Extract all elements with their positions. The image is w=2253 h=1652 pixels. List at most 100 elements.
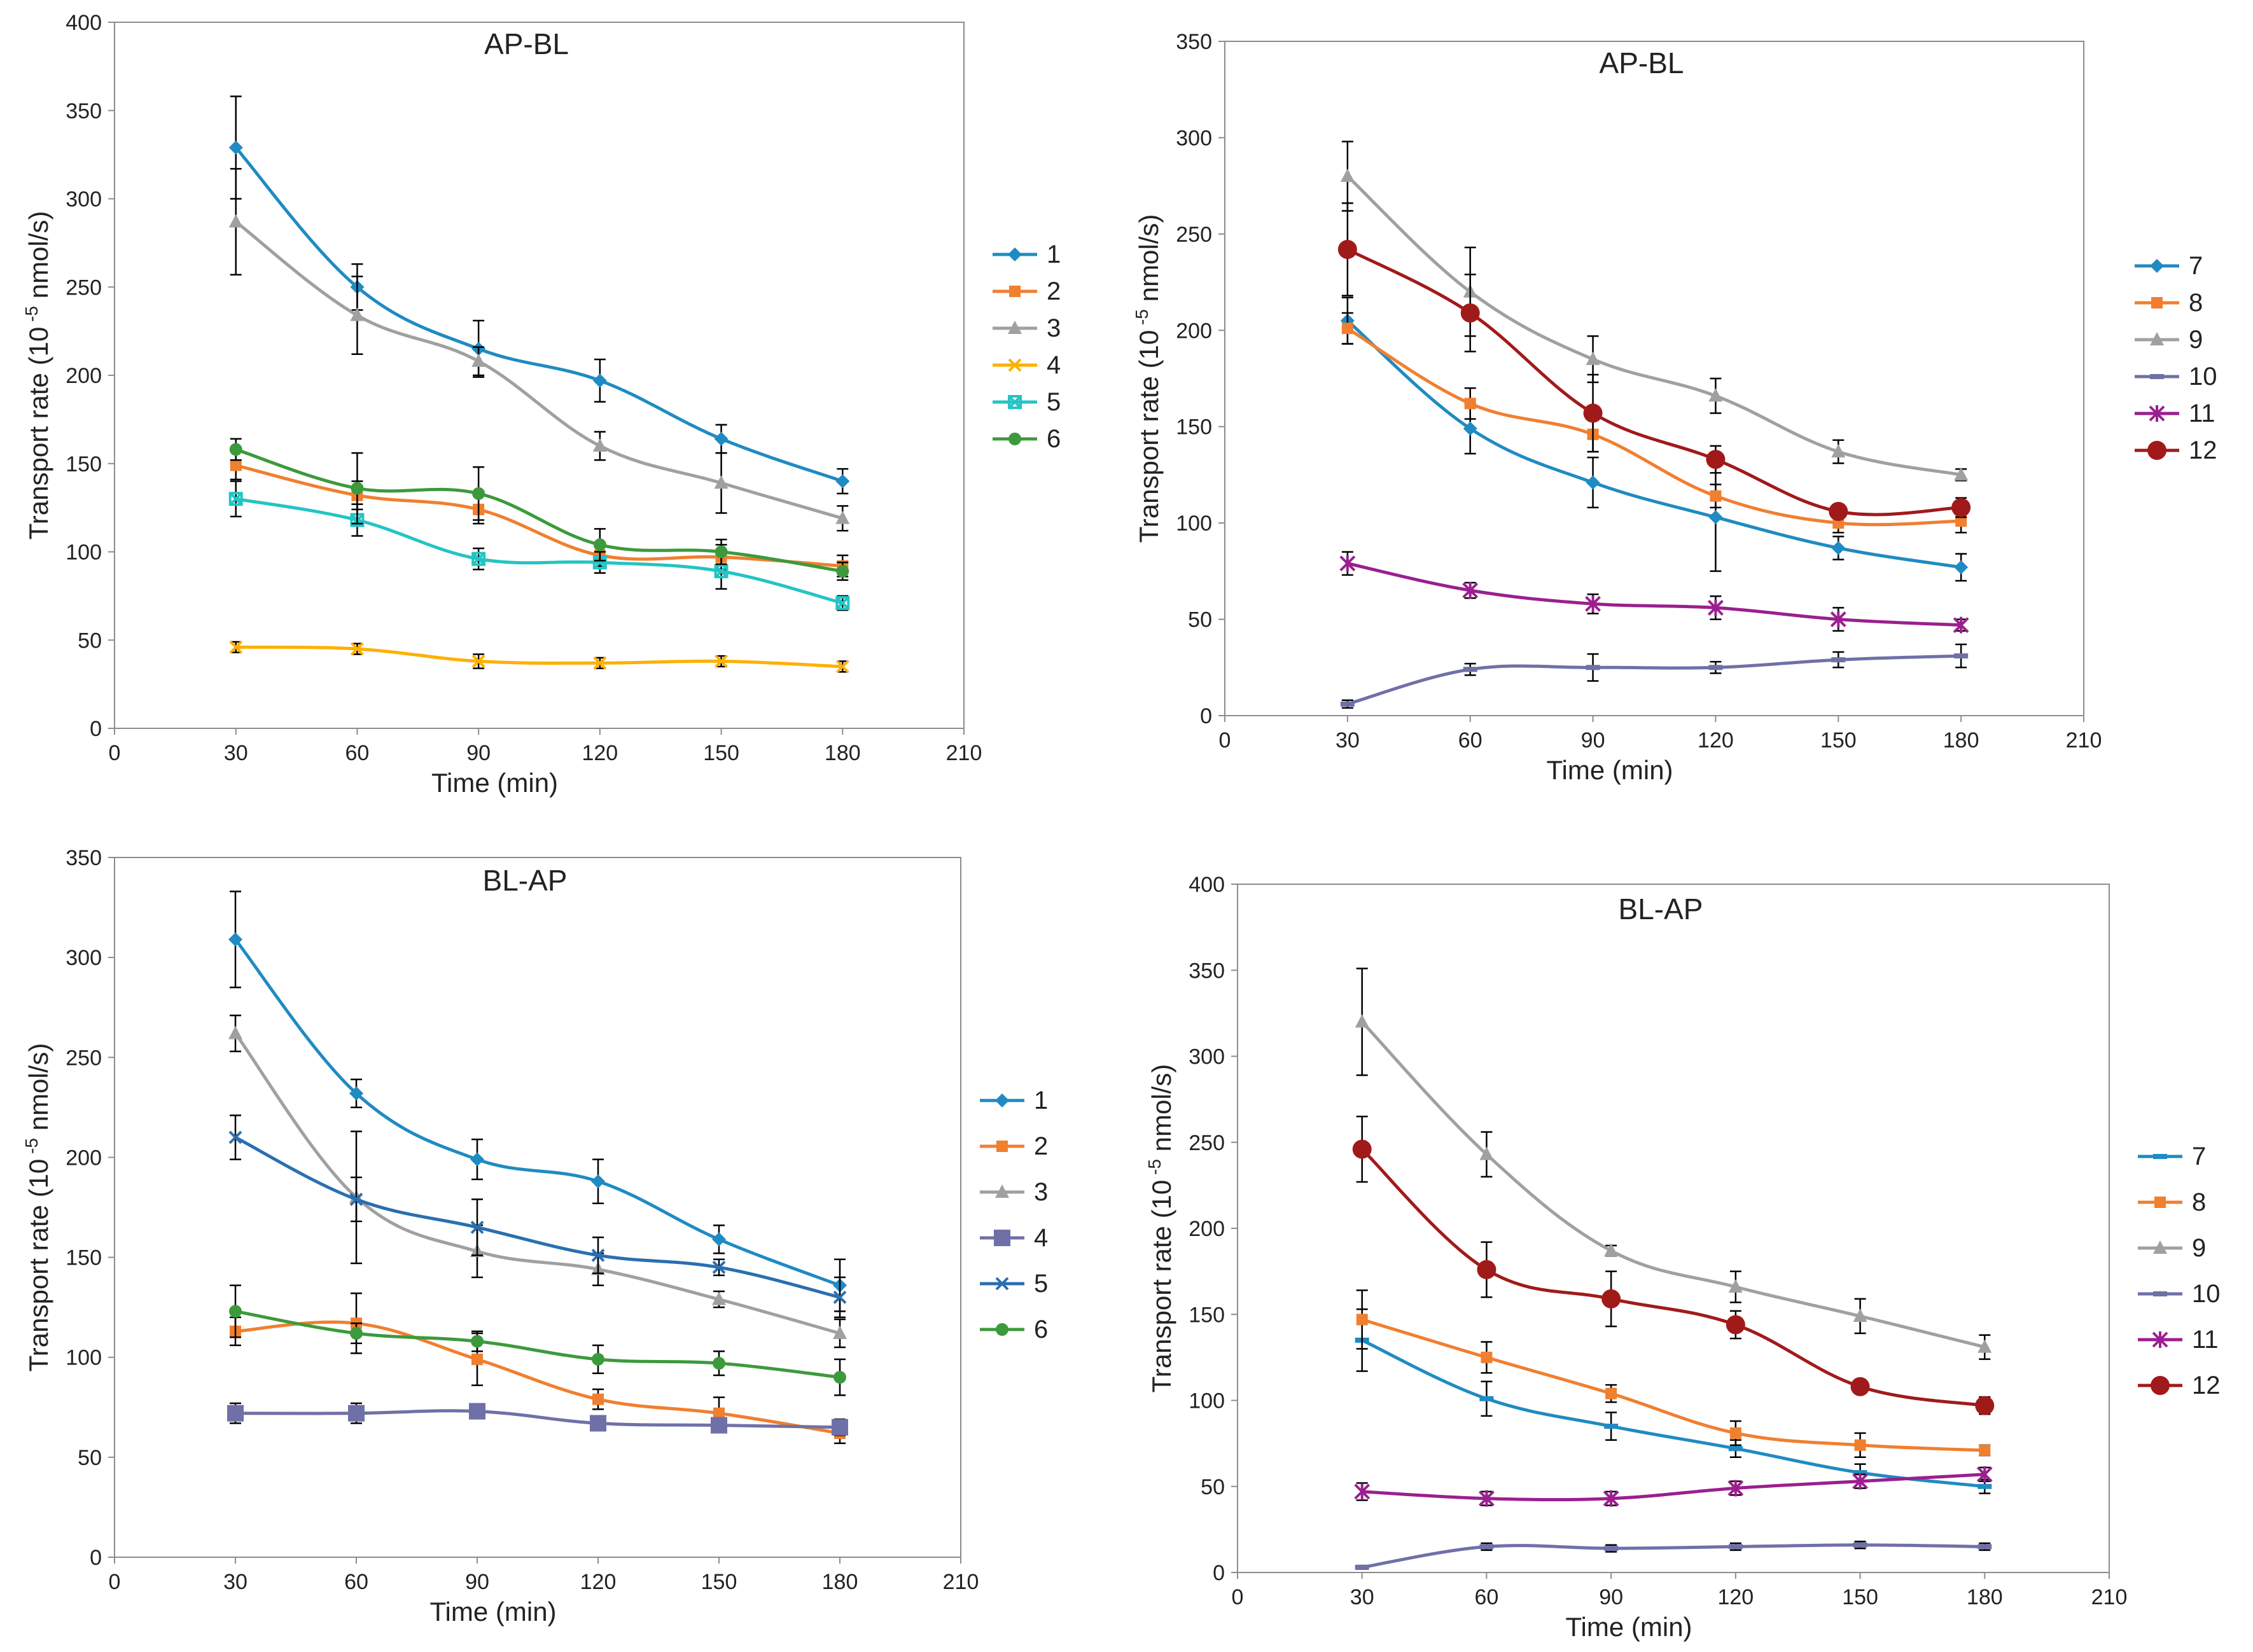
y-axis-label-exponent: -5 — [1132, 309, 1152, 330]
data-point — [1954, 653, 1969, 659]
x-axis-label: Time (min) — [429, 1597, 556, 1627]
legend-marker — [2149, 405, 2165, 422]
y-axis-label: Transport rate (10 -5 nmol/s) — [22, 211, 53, 540]
data-point — [1829, 501, 1848, 521]
chart-panel-2: 0 50 100 150 200 250 300 350 0 30 60 90 120 150 180 210… — [1132, 30, 2217, 785]
series-10 — [1340, 643, 1969, 709]
data-point — [1977, 1544, 1992, 1550]
y-tick-label: 350 — [66, 99, 102, 123]
data-point — [833, 1326, 847, 1339]
legend-item-8: 8 — [2138, 1188, 2206, 1216]
data-point — [1729, 1427, 1741, 1439]
series-8 — [1356, 1289, 1991, 1459]
x-tick-label: 60 — [1458, 728, 1482, 753]
legend-marker — [1008, 321, 1022, 334]
legend-item-3: 3 — [980, 1178, 1048, 1206]
y-axis-label-exponent: -5 — [1145, 1159, 1164, 1180]
legend-item-6: 6 — [993, 425, 1061, 453]
legend-item-6: 6 — [980, 1315, 1048, 1343]
data-point — [230, 459, 242, 471]
y-axis-label-suffix: nmol/s) — [1134, 214, 1164, 309]
legend-label: 7 — [2189, 252, 2203, 280]
data-point — [832, 1419, 848, 1436]
x-tick-label: 180 — [1943, 728, 1979, 753]
legend-item-5: 5 — [980, 1270, 1048, 1298]
data-point — [1850, 1377, 1870, 1396]
series-line — [1362, 1543, 1985, 1569]
series-line — [235, 448, 843, 573]
legend-label: 12 — [2189, 436, 2217, 464]
data-point — [1954, 560, 1969, 574]
legend-item-11: 11 — [2135, 399, 2215, 427]
data-point — [1977, 1483, 1992, 1489]
legend-marker — [1008, 395, 1022, 409]
x-axis-label: Time (min) — [1546, 755, 1673, 785]
legend-item-5: 5 — [993, 388, 1061, 416]
data-point — [469, 1403, 485, 1420]
y-axis-label-prefix: Transport rate (10 — [24, 327, 53, 540]
legend-item-3: 3 — [993, 314, 1061, 342]
y-tick-label: 400 — [1189, 873, 1225, 897]
y-tick-label: 150 — [66, 452, 102, 476]
data-point — [714, 431, 729, 446]
chart-title: AP-BL — [484, 27, 569, 60]
series-1 — [228, 891, 847, 1312]
x-tick-label: 90 — [465, 1570, 489, 1594]
legend-label: 6 — [1047, 425, 1061, 453]
legend-label: 12 — [2192, 1371, 2221, 1399]
y-tick-label: 100 — [66, 1346, 102, 1370]
data-point — [835, 474, 850, 489]
legend-marker — [995, 1184, 1009, 1198]
legend-item-12: 12 — [2138, 1371, 2221, 1399]
data-point — [470, 1152, 484, 1167]
data-point — [1708, 599, 1724, 616]
legend-label: 7 — [2192, 1142, 2206, 1170]
data-point — [1852, 1473, 1868, 1490]
y-axis-label-exponent: -5 — [22, 1138, 41, 1159]
series-3 — [228, 168, 850, 532]
y-tick-label: 200 — [66, 1146, 102, 1170]
series-2 — [230, 1292, 846, 1445]
series-line — [235, 220, 843, 520]
data-point — [472, 487, 485, 500]
series-6 — [229, 438, 849, 581]
data-point — [835, 660, 849, 674]
data-point — [1975, 1396, 1995, 1415]
legend-item-7: 7 — [2138, 1142, 2206, 1170]
legend-marker — [2147, 441, 2166, 460]
chart-panel-1: 0 50 100 150 200 250 300 350 400 0 30 60 90 120 150 180… — [22, 11, 1061, 798]
data-point — [835, 595, 850, 610]
data-point — [229, 1305, 242, 1318]
series-5 — [228, 480, 850, 611]
data-point — [227, 1405, 244, 1422]
series-1 — [228, 95, 850, 495]
x-tick-label: 90 — [1581, 728, 1605, 753]
series-7 — [1355, 1308, 1992, 1494]
y-tick-label: 0 — [90, 717, 102, 741]
y-tick-label: 200 — [1189, 1217, 1225, 1241]
legend-label: 1 — [1047, 240, 1061, 268]
x-tick-label: 150 — [1842, 1585, 1878, 1609]
data-point — [713, 1357, 725, 1370]
y-tick-label: 250 — [66, 1046, 102, 1070]
series-12 — [1352, 1115, 1995, 1415]
data-point — [836, 565, 849, 578]
data-point — [1603, 1490, 1619, 1507]
x-tick-label: 210 — [946, 741, 982, 765]
x-tick-label: 30 — [1350, 1585, 1374, 1609]
y-tick-label: 400 — [66, 11, 102, 35]
legend-marker — [2151, 1376, 2170, 1395]
data-point — [592, 555, 607, 570]
series-5 — [228, 1114, 847, 1319]
data-point — [1354, 1483, 1371, 1500]
series-line — [1361, 1317, 1985, 1452]
x-tick-label: 90 — [1599, 1585, 1623, 1609]
series-line — [234, 146, 844, 483]
data-point — [471, 1353, 483, 1365]
series-line — [235, 1409, 841, 1429]
data-point — [228, 1025, 242, 1039]
y-axis-label-prefix: Transport rate (10 — [24, 1159, 53, 1372]
data-point — [1977, 1339, 1992, 1353]
data-point — [1708, 388, 1723, 402]
data-point — [1954, 467, 1969, 481]
